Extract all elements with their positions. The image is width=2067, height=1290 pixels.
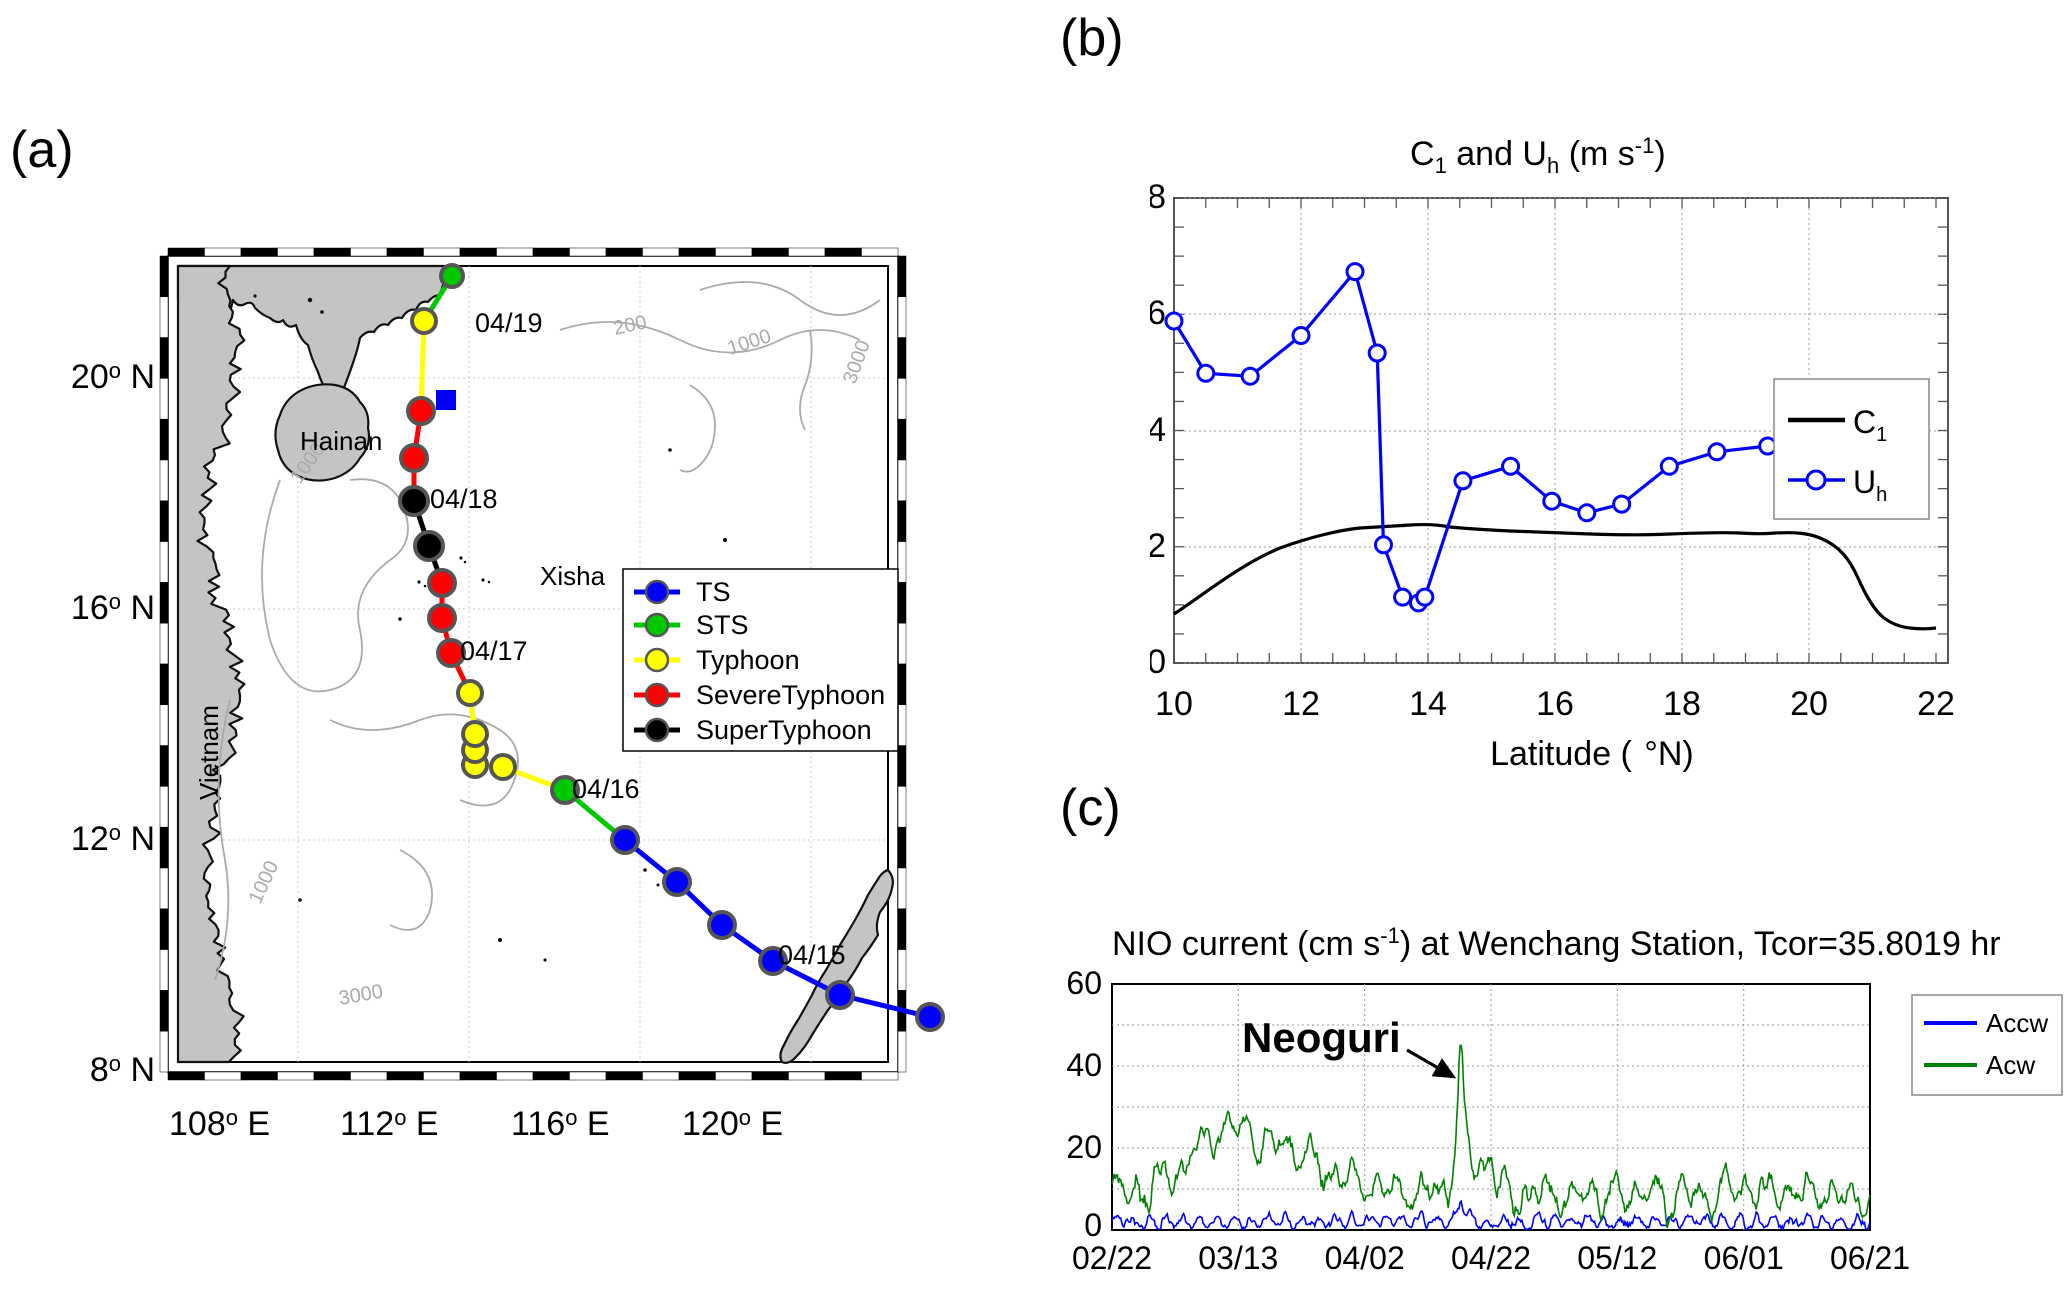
svg-text:2: 2 — [1150, 527, 1166, 565]
svg-text:Acw: Acw — [1986, 1050, 2035, 1080]
svg-text:6: 6 — [1150, 294, 1166, 332]
svg-text:04/02: 04/02 — [1325, 1240, 1405, 1276]
svg-text:116o E: 116o E — [511, 1105, 610, 1143]
svg-text:8o N: 8o N — [90, 1051, 155, 1089]
svg-text:12: 12 — [1282, 685, 1320, 723]
svg-text:22: 22 — [1917, 685, 1955, 723]
svg-text:03/13: 03/13 — [1198, 1240, 1278, 1276]
svg-text:0: 0 — [1150, 643, 1166, 681]
svg-text:12o N: 12o N — [71, 820, 155, 858]
svg-text:04/19: 04/19 — [475, 308, 543, 338]
svg-text:14: 14 — [1409, 685, 1447, 723]
svg-text:SevereTyphoon: SevereTyphoon — [696, 680, 885, 710]
svg-text:04/15: 04/15 — [778, 940, 846, 970]
svg-text:°N): °N) — [1644, 735, 1693, 773]
svg-text:8: 8 — [1150, 178, 1166, 216]
svg-text:20: 20 — [1790, 685, 1828, 723]
svg-text:Neoguri: Neoguri — [1242, 1014, 1401, 1061]
svg-text:STS: STS — [696, 610, 749, 640]
svg-text:C1 and Uh (m s-1): C1 and Uh (m s-1) — [1410, 133, 1666, 178]
svg-text:20: 20 — [1066, 1129, 1102, 1165]
svg-text:112o E: 112o E — [340, 1105, 439, 1143]
svg-text:04/17: 04/17 — [460, 636, 528, 666]
svg-text:16o N: 16o N — [71, 589, 155, 627]
svg-text:NIO current (cm s-1) at Wencha: NIO current (cm s-1) at Wenchang Station… — [1112, 923, 2001, 963]
svg-text:02/22: 02/22 — [1072, 1240, 1152, 1276]
svg-text:06/01: 06/01 — [1704, 1240, 1784, 1276]
svg-text:60: 60 — [1066, 965, 1102, 1001]
svg-text:04/22: 04/22 — [1451, 1240, 1531, 1276]
svg-text:Accw: Accw — [1986, 1008, 2048, 1038]
svg-text:120o E: 120o E — [682, 1105, 783, 1143]
svg-text:10: 10 — [1155, 685, 1193, 723]
svg-text:Xisha: Xisha — [540, 561, 606, 591]
svg-text:04/18: 04/18 — [430, 484, 498, 514]
svg-text:Typhoon: Typhoon — [696, 645, 800, 675]
svg-text:20o N: 20o N — [71, 358, 155, 396]
svg-text:108o E: 108o E — [169, 1105, 270, 1143]
svg-text:40: 40 — [1066, 1047, 1102, 1083]
svg-text:16: 16 — [1536, 685, 1574, 723]
svg-text:18: 18 — [1663, 685, 1701, 723]
svg-text:06/21: 06/21 — [1830, 1240, 1910, 1276]
svg-text:Vietnam: Vietnam — [194, 705, 224, 800]
svg-text:Latitude (: Latitude ( — [1490, 735, 1632, 773]
svg-text:Hainan: Hainan — [300, 426, 382, 456]
svg-text:SuperTyphoon: SuperTyphoon — [696, 715, 872, 745]
svg-text:TS: TS — [696, 577, 731, 607]
svg-text:4: 4 — [1150, 411, 1166, 449]
svg-text:0: 0 — [1084, 1207, 1102, 1243]
svg-text:05/12: 05/12 — [1577, 1240, 1657, 1276]
svg-text:04/16: 04/16 — [572, 774, 640, 804]
